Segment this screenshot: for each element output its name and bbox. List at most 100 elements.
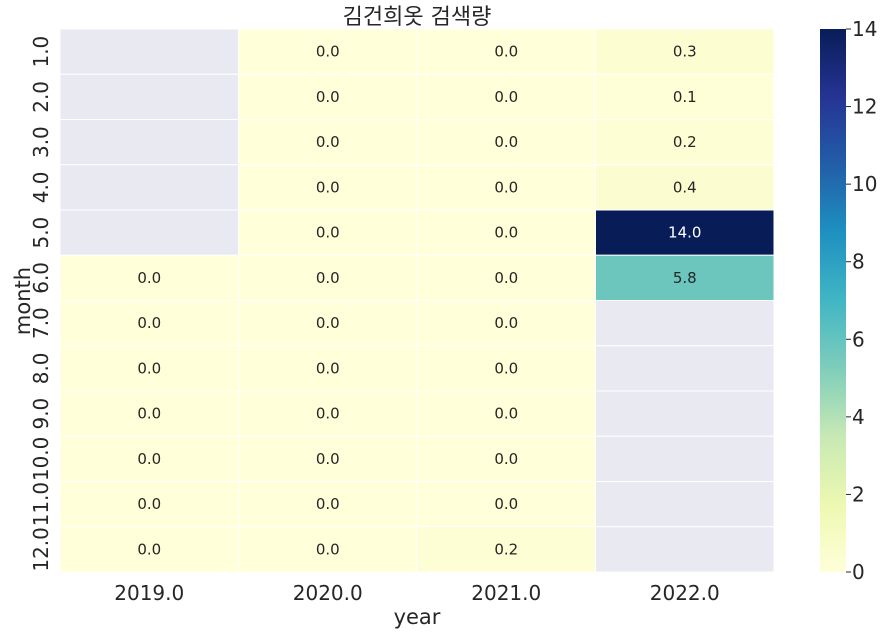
colorbar-tick-label: 6 xyxy=(852,327,865,351)
cell-value-label: 0.2 xyxy=(494,540,518,558)
cell-value-label: 0.3 xyxy=(673,43,697,61)
heatmap-cell xyxy=(59,526,239,573)
x-axis-ticks: 2019.0 2020.0 2021.0 2022.0 xyxy=(114,581,719,605)
cell-value-label: 0.0 xyxy=(316,43,340,61)
y-tick-label: 8.0 xyxy=(29,352,53,384)
heatmap-cell xyxy=(595,300,775,347)
heatmap-cell xyxy=(595,345,775,392)
heatmap-cell xyxy=(416,254,596,301)
y-tick-label: 1.0 xyxy=(29,36,53,68)
y-axis-label: month xyxy=(11,267,35,335)
chart-title: 김건희옷 검색량 xyxy=(343,5,492,30)
x-tick-label: 2022.0 xyxy=(650,581,720,605)
cell-value-label: 0.0 xyxy=(137,540,161,558)
heatmap-cell xyxy=(595,254,775,301)
colorbar-tick-label: 2 xyxy=(852,482,865,506)
heatmap-cell xyxy=(416,119,596,166)
cell-value-label: 0.0 xyxy=(316,540,340,558)
cell-value-label: 0.0 xyxy=(316,450,340,468)
cell-value-label: 0.0 xyxy=(316,178,340,196)
heatmap-cell xyxy=(595,164,775,211)
heatmap-cell xyxy=(59,73,239,120)
heatmap-cell xyxy=(59,164,239,211)
heatmap-cell xyxy=(238,390,418,437)
heatmap-cell xyxy=(416,390,596,437)
heatmap-cell xyxy=(59,435,239,482)
cell-value-label: 0.0 xyxy=(494,314,518,332)
cell-value-label: 0.0 xyxy=(316,495,340,513)
heatmap-cell xyxy=(238,73,418,120)
cell-value-label: 0.0 xyxy=(494,178,518,196)
heatmap-cell xyxy=(238,254,418,301)
x-tick-label: 2019.0 xyxy=(114,581,184,605)
heatmap-cell xyxy=(59,28,239,75)
y-tick-label: 3.0 xyxy=(29,126,53,158)
heatmap-cell xyxy=(416,28,596,75)
y-tick-label: 7.0 xyxy=(29,307,53,339)
heatmap-cell xyxy=(59,254,239,301)
heatmap-cell xyxy=(238,526,418,573)
colorbar-tick-label: 4 xyxy=(852,405,865,429)
cell-value-label: 0.4 xyxy=(673,178,697,196)
heatmap-cell xyxy=(595,526,775,573)
heatmap-cell xyxy=(59,209,239,256)
y-tick-label: 10.0 xyxy=(29,437,53,482)
x-axis-label: year xyxy=(394,605,441,629)
cell-value-label: 0.0 xyxy=(494,88,518,106)
heatmap-cell xyxy=(238,28,418,75)
heatmap-cell-labels: 0.0 0.0 0.3 0.0 0.0 0.1 0.0 0.0 0.2 0.0 0.0 0.4 0.0 0… xyxy=(137,43,701,559)
heatmap-cell xyxy=(595,435,775,482)
cell-value-label: 0.0 xyxy=(316,133,340,151)
heatmap-cell xyxy=(238,164,418,211)
colorbar-tick-label: 12 xyxy=(852,95,877,119)
colorbar xyxy=(820,29,846,572)
cell-value-label: 0.0 xyxy=(494,450,518,468)
heatmap-cell xyxy=(416,526,596,573)
cell-value-label: 0.0 xyxy=(494,133,518,151)
cell-value-label: 0.0 xyxy=(137,314,161,332)
y-tick-label: 12.0 xyxy=(29,527,53,572)
heatmap-cell xyxy=(595,390,775,437)
heatmap-cell xyxy=(416,73,596,120)
y-tick-label: 9.0 xyxy=(29,398,53,430)
colorbar-tick-label: 10 xyxy=(852,172,877,196)
heatmap-cell xyxy=(595,73,775,120)
cell-value-label: 5.8 xyxy=(673,269,697,287)
cell-value-label: 0.0 xyxy=(137,405,161,423)
y-tick-label: 11.0 xyxy=(29,482,53,527)
heatmap-cell xyxy=(416,300,596,347)
heatmap-cell xyxy=(595,481,775,528)
cell-value-label: 0.0 xyxy=(137,450,161,468)
cell-value-label: 0.0 xyxy=(494,269,518,287)
y-tick-label: 2.0 xyxy=(29,81,53,113)
heatmap-cell xyxy=(416,209,596,256)
colorbar-tick-label: 14 xyxy=(852,17,877,41)
colorbar-tick-label: 8 xyxy=(852,250,865,274)
y-axis-ticks: 1.0 2.0 3.0 4.0 5.0 6.0 7.0 8.0 9.0 10.011.012.0 xyxy=(29,36,53,572)
x-tick-label: 2020.0 xyxy=(293,581,363,605)
cell-value-label: 0.0 xyxy=(494,495,518,513)
heatmap-cell xyxy=(238,209,418,256)
heatmap-cell xyxy=(59,119,239,166)
cell-value-label: 14.0 xyxy=(668,224,701,242)
cell-value-label: 0.0 xyxy=(137,269,161,287)
heatmap-cell xyxy=(59,300,239,347)
cell-value-label: 0.0 xyxy=(494,43,518,61)
colorbar-tick-label: 0 xyxy=(852,560,865,584)
cell-value-label: 0.0 xyxy=(316,224,340,242)
heatmap-cell xyxy=(595,209,775,256)
cell-value-label: 0.1 xyxy=(673,88,697,106)
colorbar-ticks: 0 2 4 6 8 10 12 14 xyxy=(846,17,877,584)
heatmap-cells xyxy=(59,28,775,573)
cell-value-label: 0.2 xyxy=(673,133,697,151)
y-tick-label: 5.0 xyxy=(29,217,53,249)
cell-value-label: 0.0 xyxy=(316,88,340,106)
y-tick-label: 4.0 xyxy=(29,171,53,203)
heatmap-cell xyxy=(238,300,418,347)
heatmap-cell xyxy=(416,345,596,392)
cell-value-label: 0.0 xyxy=(494,224,518,242)
heatmap-cell xyxy=(595,28,775,75)
cell-value-label: 0.0 xyxy=(316,359,340,377)
heatmap-cell xyxy=(416,435,596,482)
